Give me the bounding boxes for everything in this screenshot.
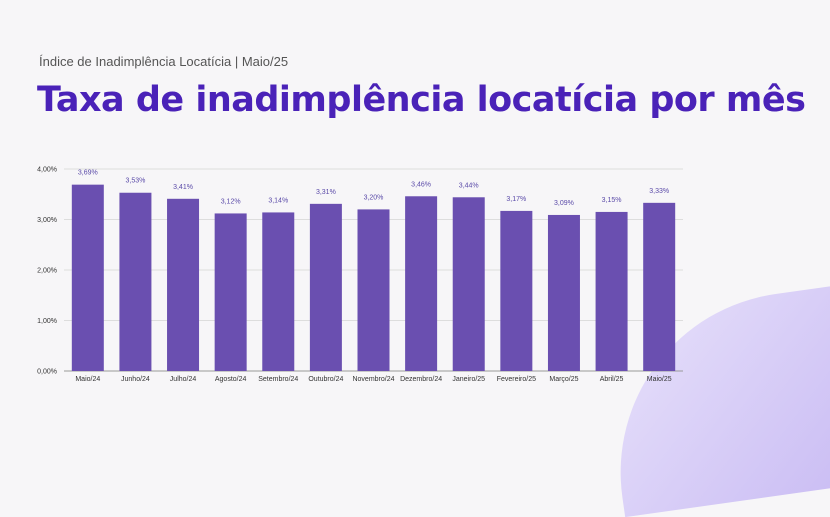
data-label: 3,15% <box>602 197 622 204</box>
chart-bar <box>214 213 247 371</box>
data-label: 3,14% <box>268 197 288 204</box>
data-label: 3,12% <box>221 198 241 205</box>
chart-data-labels: 3,69% 3,53% 3,41% 3,12% 3,14% 3,31% 3,20% 3,46%… <box>78 170 669 207</box>
data-label: 3,09% <box>554 200 574 207</box>
chart-bar <box>500 210 533 371</box>
chart-bars <box>71 184 676 371</box>
data-label: 3,41% <box>173 184 193 191</box>
x-tick-label: Setembro/24 <box>258 376 298 383</box>
x-tick-label: Janeiro/25 <box>452 376 485 383</box>
x-tick-label: Abril/25 <box>600 376 624 383</box>
x-tick-label: Julho/24 <box>170 376 197 383</box>
y-tick-label: 4,00% <box>37 167 57 174</box>
chart-bar <box>547 214 580 371</box>
x-tick-label: Agosto/24 <box>215 376 247 383</box>
data-label: 3,53% <box>125 178 145 185</box>
x-axis-ticks: Maio/24 Junho/24 Julho/24 Agosto/24 Setembro… <box>75 376 671 383</box>
chart-bar <box>167 198 200 371</box>
x-tick-label: Novembro/24 <box>352 376 394 383</box>
data-label: 3,33% <box>649 188 669 195</box>
x-tick-label: Março/25 <box>549 376 578 383</box>
y-tick-label: 0,00% <box>37 369 57 376</box>
y-tick-label: 2,00% <box>37 268 57 275</box>
chart-bar <box>119 192 152 371</box>
page-subtitle: Índice de Inadimplência Locatícia | Maio… <box>39 54 289 69</box>
y-axis-ticks: 0,00% 1,00% 2,00% 3,00% 4,00% <box>37 167 57 376</box>
bar-chart: 0,00% 1,00% 2,00% 3,00% 4,00% 3,69% 3,53% 3,41… <box>37 167 683 383</box>
chart-bar <box>357 209 390 371</box>
chart-bar <box>595 211 628 371</box>
data-label: 3,17% <box>506 196 526 203</box>
x-tick-label: Outubro/24 <box>308 376 343 383</box>
x-tick-label: Junho/24 <box>121 376 150 383</box>
x-tick-label: Fevereiro/25 <box>497 376 536 383</box>
page-title: Taxa de inadimplência locatícia por mês <box>37 80 806 120</box>
chart-bar <box>309 203 342 371</box>
x-tick-label: Dezembro/24 <box>400 376 442 383</box>
chart-bar <box>262 212 295 371</box>
data-label: 3,20% <box>364 194 384 201</box>
data-label: 3,46% <box>411 181 431 188</box>
chart-bar <box>452 197 485 371</box>
x-tick-label: Maio/25 <box>647 376 672 383</box>
data-label: 3,44% <box>459 182 479 189</box>
y-tick-label: 3,00% <box>37 217 57 224</box>
chart-bar <box>643 202 676 371</box>
x-tick-label: Maio/24 <box>75 376 100 383</box>
data-label: 3,31% <box>316 189 336 196</box>
y-tick-label: 1,00% <box>37 318 57 325</box>
chart-bar <box>405 196 438 371</box>
data-label: 3,69% <box>78 170 98 177</box>
chart-bar <box>71 184 104 371</box>
